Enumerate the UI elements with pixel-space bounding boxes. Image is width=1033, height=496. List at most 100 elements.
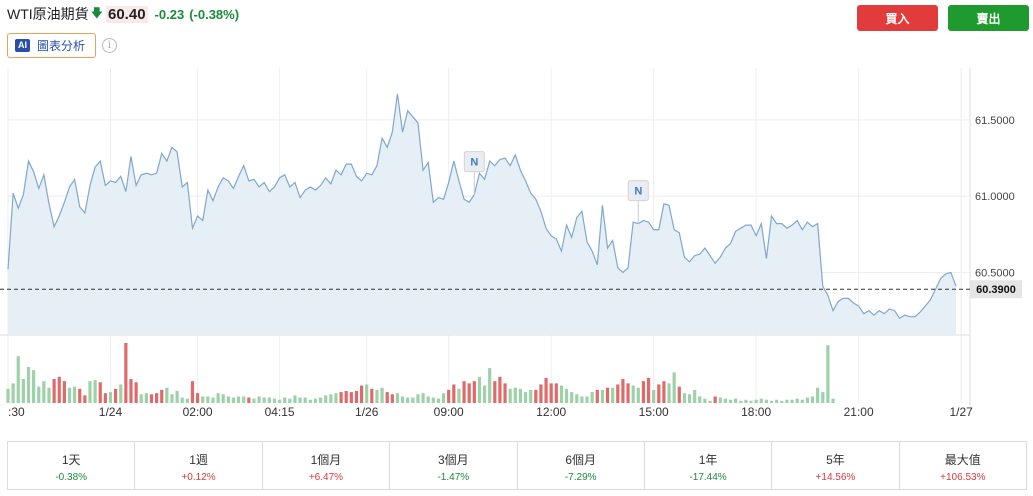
news-markers: NNN — [463, 151, 649, 224]
buy-button[interactable]: 買入 — [857, 5, 938, 31]
x-tick-label: 1/27 — [949, 405, 973, 419]
volume-bar — [687, 394, 692, 403]
volume-bar — [93, 380, 97, 403]
y-axis: 61.5000 61.0000 60.5000 — [975, 115, 1015, 280]
volume-bar — [682, 393, 687, 403]
volume-bar — [21, 379, 25, 403]
volume-bar — [395, 393, 400, 403]
volume-bar — [580, 396, 584, 403]
volume-bar — [728, 399, 733, 403]
volume-bar — [83, 395, 87, 403]
period-tile[interactable]: 1天 -0.38% — [8, 442, 136, 489]
volume-bar — [354, 391, 359, 403]
period-change: +0.12% — [181, 472, 216, 483]
ai-chart-analysis-button[interactable]: AI 圖表分析 — [7, 33, 96, 58]
volume-bar — [103, 393, 107, 403]
volume-bar — [226, 396, 230, 403]
volume-bar — [718, 397, 722, 403]
volume-bar — [800, 399, 804, 403]
ai-chart-analysis-label: 圖表分析 — [37, 39, 86, 53]
period-label: 3個月 — [437, 453, 469, 467]
volume-bar — [216, 393, 220, 403]
period-tile[interactable]: 5年 +14.56% — [772, 442, 900, 489]
price-change: -0.23 — [154, 6, 185, 22]
period-tile[interactable]: 1週 +0.12% — [135, 442, 263, 489]
volume-bar — [144, 393, 148, 403]
news-marker-label: N — [634, 186, 642, 198]
volume-bar — [698, 396, 702, 403]
volume-bar — [795, 398, 799, 403]
volume-bar — [723, 398, 728, 403]
volume-bar — [549, 383, 553, 403]
volume-bar — [636, 387, 640, 403]
news-marker[interactable]: N — [627, 180, 649, 224]
period-change: -17.44% — [689, 472, 727, 483]
period-tile[interactable]: 6個月 -7.29% — [518, 442, 645, 489]
price-area-fill — [8, 93, 956, 335]
x-tick-label: :30 — [8, 405, 25, 419]
volume-bar — [170, 394, 174, 403]
volume-bar — [652, 389, 656, 403]
volume-bar — [119, 384, 123, 403]
volume-bar — [62, 381, 66, 403]
news-marker-label: N — [470, 157, 478, 169]
volume-bar — [329, 394, 333, 403]
volume-bar — [477, 376, 482, 403]
x-tick-label: 12:00 — [536, 405, 566, 419]
volume-bar — [339, 392, 343, 403]
period-tile[interactable]: 1年 -17.44% — [645, 442, 773, 489]
period-label: 1週 — [189, 453, 208, 467]
volume-bar — [385, 392, 389, 403]
volume-bar — [769, 400, 774, 403]
x-tick-label: 15:00 — [639, 405, 669, 419]
period-change: -0.38% — [55, 472, 88, 483]
volume-bar — [498, 376, 502, 403]
volume-bar — [626, 383, 630, 403]
volume-bar — [165, 387, 169, 403]
current-price-indicator: 60.3900 — [0, 280, 1022, 299]
volume-bar — [180, 397, 184, 403]
volume-bar — [267, 397, 271, 403]
volume-bar — [257, 396, 261, 403]
volume-bar — [595, 389, 599, 403]
down-arrow-icon: 🡇 — [90, 5, 103, 20]
volume-bar — [493, 381, 497, 403]
x-tick-label: 18:00 — [741, 405, 771, 419]
volume-bar — [160, 389, 164, 403]
period-tile[interactable]: 3個月 -1.47% — [390, 442, 518, 489]
volume-bar — [554, 383, 558, 403]
news-marker-box — [463, 151, 485, 173]
volume-bar — [37, 386, 41, 403]
news-marker-box — [627, 180, 649, 202]
x-tick-label: 04:15 — [265, 405, 295, 419]
info-icon[interactable]: i — [102, 38, 117, 53]
volume-bar — [611, 387, 615, 403]
price-change-percent: (-0.38%) — [189, 6, 240, 22]
volume-bar — [431, 397, 435, 403]
volume-bar — [693, 389, 697, 403]
period-tile[interactable]: 1個月 +6.47% — [263, 442, 391, 489]
volume-bar — [16, 356, 20, 403]
volume-bar — [646, 377, 651, 403]
period-label: 5年 — [826, 453, 845, 467]
volume-bar — [411, 397, 415, 403]
volume-bar — [775, 399, 779, 403]
volume-bar — [98, 382, 102, 403]
period-label: 最大值 — [944, 453, 981, 467]
news-marker[interactable]: N — [463, 151, 485, 195]
volume-bar — [88, 381, 92, 403]
sell-button[interactable]: 賣出 — [948, 5, 1029, 31]
x-tick-label: 02:00 — [183, 405, 213, 419]
period-tile[interactable]: 最大值 +106.53% — [900, 442, 1026, 489]
volume-bar — [739, 400, 743, 403]
volume-bar — [590, 392, 594, 403]
volume-bar — [441, 393, 446, 403]
volume-bar — [564, 388, 569, 403]
volume-bar — [6, 388, 10, 403]
volume-bar — [785, 399, 789, 403]
ai-icon: AI — [15, 39, 30, 52]
volume-bar — [303, 397, 307, 403]
volume-bar — [657, 384, 661, 403]
volume-bar — [713, 396, 717, 403]
